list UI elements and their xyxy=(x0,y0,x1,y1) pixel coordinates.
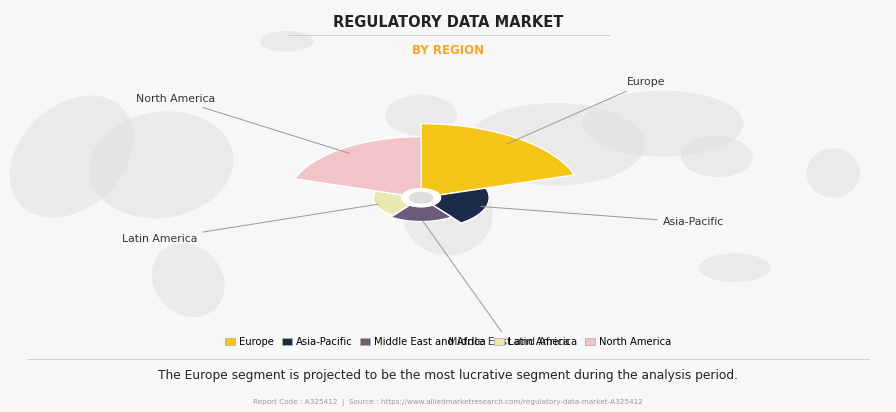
Text: Middle East and Africa: Middle East and Africa xyxy=(423,221,570,347)
Text: Asia-Pacific: Asia-Pacific xyxy=(481,206,724,227)
Ellipse shape xyxy=(806,148,860,198)
Polygon shape xyxy=(391,205,452,222)
Ellipse shape xyxy=(403,173,493,255)
Ellipse shape xyxy=(466,103,645,185)
Ellipse shape xyxy=(699,253,771,282)
Ellipse shape xyxy=(582,91,744,157)
Ellipse shape xyxy=(151,243,225,317)
Legend: Europe, Asia-Pacific, Middle East and Africa, Latin America, North America: Europe, Asia-Pacific, Middle East and Af… xyxy=(220,333,676,351)
Ellipse shape xyxy=(10,96,134,218)
Text: The Europe segment is projected to be the most lucrative segment during the anal: The Europe segment is projected to be th… xyxy=(158,369,738,382)
Ellipse shape xyxy=(260,31,314,52)
Polygon shape xyxy=(374,191,409,215)
Ellipse shape xyxy=(90,111,233,218)
Text: Europe: Europe xyxy=(507,77,666,144)
Text: REGULATORY DATA MARKET: REGULATORY DATA MARKET xyxy=(332,15,564,30)
Polygon shape xyxy=(295,137,421,195)
Ellipse shape xyxy=(385,95,457,136)
Circle shape xyxy=(409,192,433,203)
Polygon shape xyxy=(433,188,489,223)
Text: Report Code : A325412  |  Source : https://www.alliedmarketresearch.com/regulato: Report Code : A325412 | Source : https:/… xyxy=(253,400,643,406)
Polygon shape xyxy=(421,124,574,195)
Text: Latin America: Latin America xyxy=(122,204,378,244)
Circle shape xyxy=(401,189,441,207)
Ellipse shape xyxy=(681,136,753,177)
Text: North America: North America xyxy=(136,94,349,153)
Text: BY REGION: BY REGION xyxy=(412,44,484,57)
